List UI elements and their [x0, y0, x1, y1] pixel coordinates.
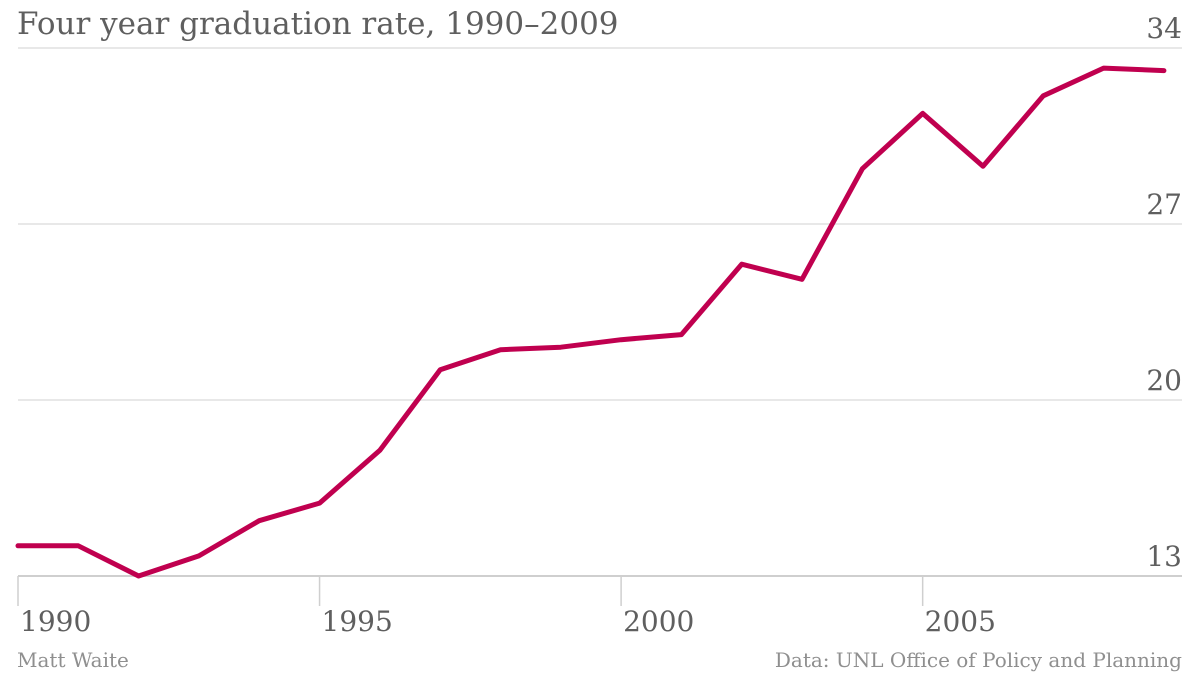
x-tick-label: 2005	[925, 605, 996, 638]
chart-title: Four year graduation rate, 1990–2009	[17, 6, 619, 42]
data-source: Data: UNL Office of Policy and Planning	[774, 648, 1182, 672]
y-tick-label: 13	[1146, 540, 1182, 573]
y-axis: 13 20 27 34	[1146, 12, 1182, 573]
y-tick-label: 27	[1146, 188, 1182, 221]
y-tick-label: 20	[1146, 364, 1182, 397]
y-tick-label: 34	[1146, 12, 1182, 45]
x-tick-label: 1995	[322, 605, 393, 638]
series-line	[15, 65, 1167, 579]
gridlines	[18, 47, 1182, 577]
x-tick-label: 2000	[623, 605, 694, 638]
x-axis: 1990 1995 2000 2005	[17, 576, 996, 638]
x-tick-label: 1990	[20, 605, 91, 638]
series-layer	[15, 65, 1167, 579]
author-credit: Matt Waite	[17, 648, 129, 672]
